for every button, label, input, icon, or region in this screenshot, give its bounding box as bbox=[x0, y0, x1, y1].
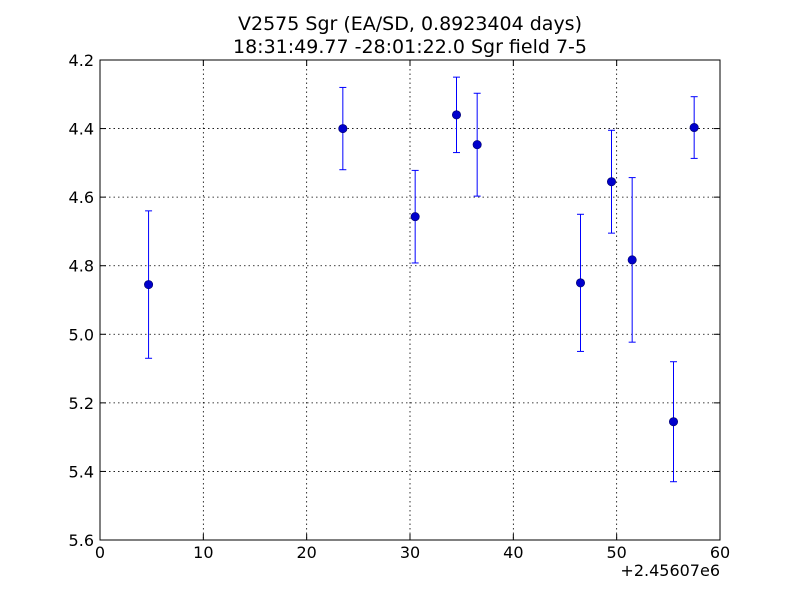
ticks bbox=[99, 59, 721, 541]
data-point bbox=[451, 110, 461, 120]
y-tick-label: 5.2 bbox=[69, 394, 94, 413]
y-tick-label: 5.6 bbox=[69, 531, 94, 550]
chart-subtitle: 18:31:49.77 -28:01:22.0 Sgr field 7-5 bbox=[233, 36, 587, 58]
data-point bbox=[144, 280, 154, 290]
data-point bbox=[606, 177, 616, 187]
data-point bbox=[668, 417, 678, 427]
x-tick-label: 40 bbox=[503, 543, 523, 562]
x-tick-label: 60 bbox=[710, 543, 730, 562]
x-tick-label: 50 bbox=[606, 543, 626, 562]
y-tick-label: 5.0 bbox=[69, 325, 94, 344]
data-points bbox=[144, 110, 699, 427]
x-tick-label: 0 bbox=[95, 543, 105, 562]
grid bbox=[100, 60, 720, 540]
data-point bbox=[410, 212, 420, 222]
data-point bbox=[338, 124, 348, 134]
x-tick-label: 10 bbox=[193, 543, 213, 562]
data-point bbox=[472, 140, 482, 150]
x-tick-label: 20 bbox=[296, 543, 316, 562]
x-tick-labels: 0 10 20 30 40 50 60 bbox=[95, 543, 730, 562]
y-tick-label: 4.6 bbox=[69, 188, 94, 207]
y-tick-labels: 4.2 4.4 4.6 4.8 5.0 5.2 5.4 5.6 bbox=[69, 51, 94, 550]
y-tick-label: 5.4 bbox=[69, 462, 94, 481]
chart-title: V2575 Sgr (EA/SD, 0.8923404 days) bbox=[238, 13, 582, 35]
y-tick-label: 4.2 bbox=[69, 51, 94, 70]
y-tick-label: 4.8 bbox=[69, 257, 94, 276]
data-point bbox=[689, 123, 699, 133]
x-tick-label: 30 bbox=[400, 543, 420, 562]
data-point bbox=[627, 255, 637, 265]
x-offset-label: +2.45607e6 bbox=[620, 561, 720, 580]
y-tick-label: 4.4 bbox=[69, 120, 94, 139]
data-point bbox=[575, 278, 585, 288]
